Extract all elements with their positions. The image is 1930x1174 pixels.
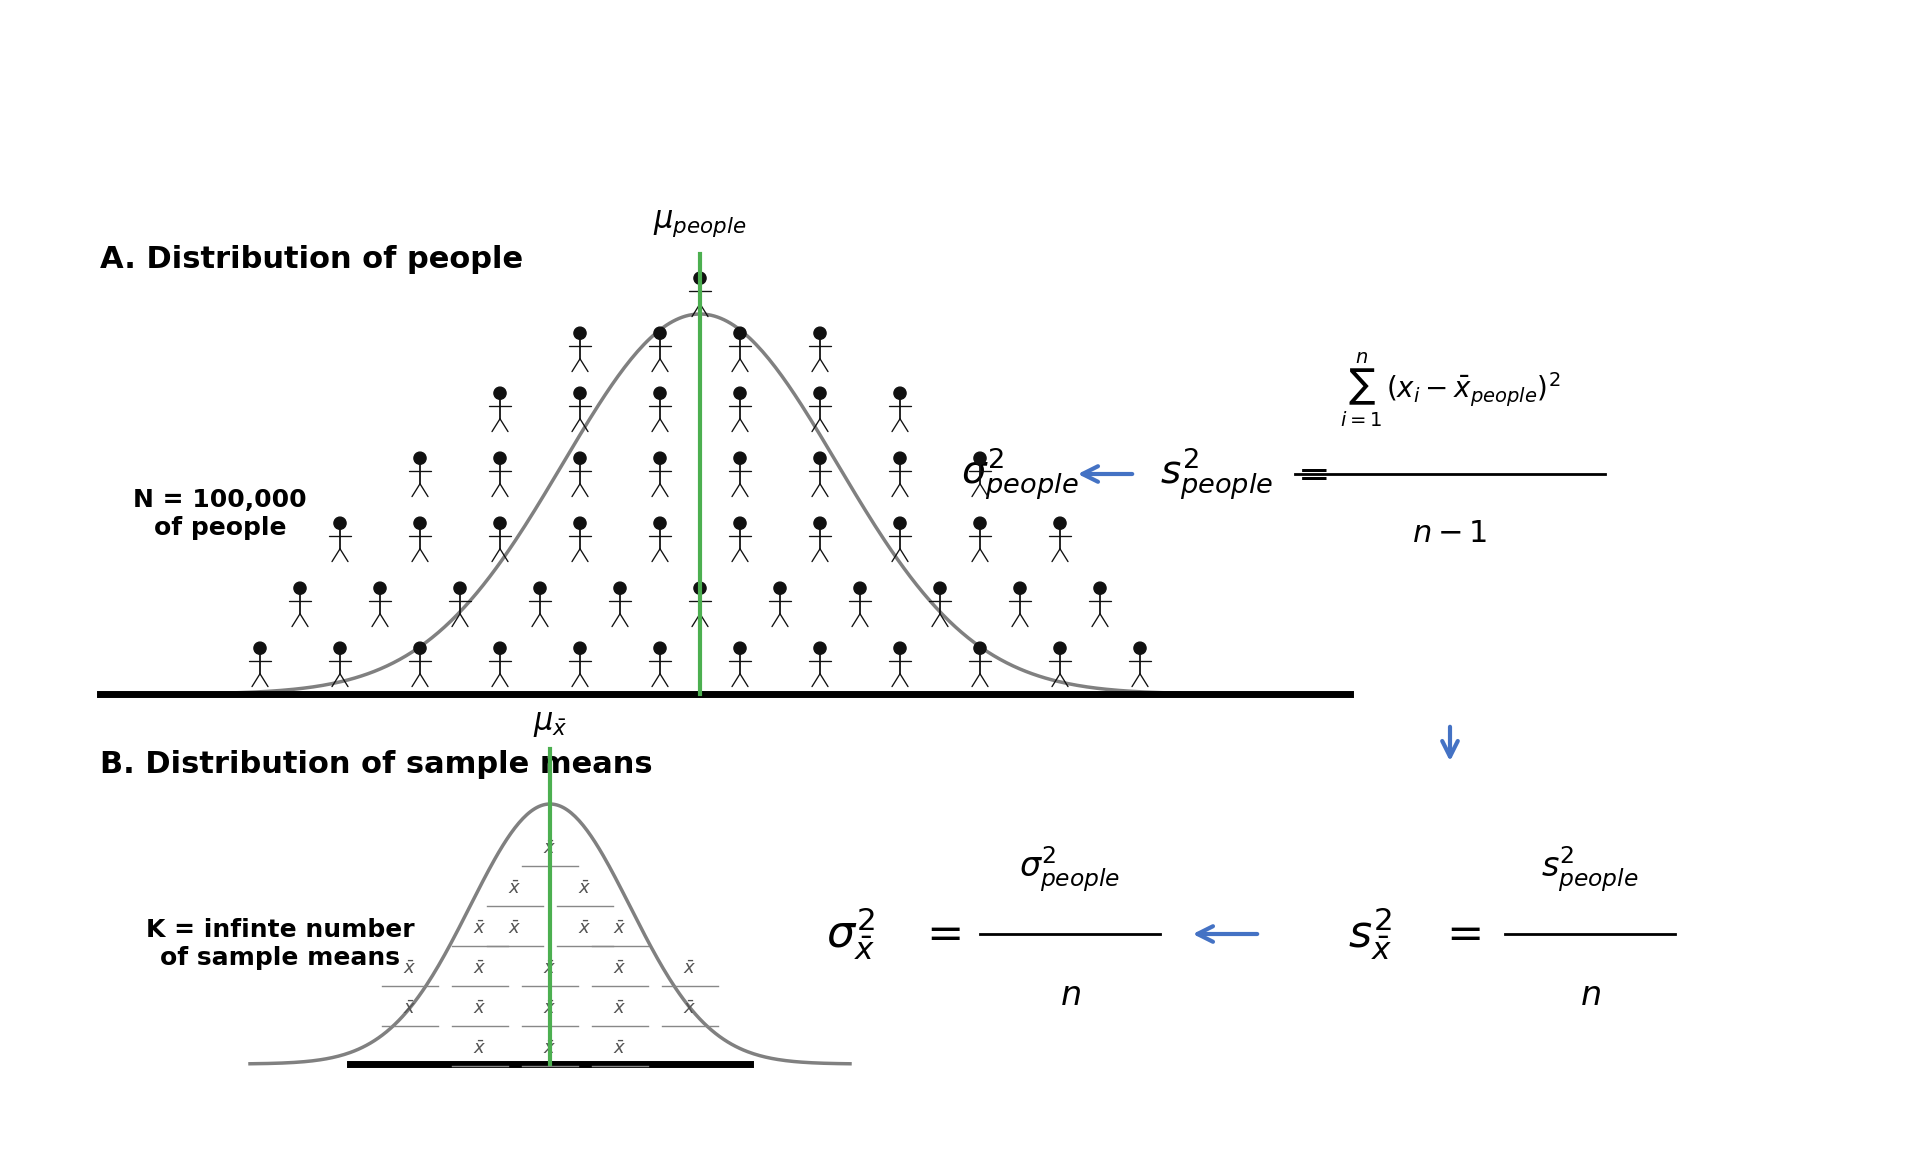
Circle shape [374,582,386,594]
Text: $\bar{x}$: $\bar{x}$ [614,960,627,978]
Circle shape [814,642,826,654]
Circle shape [975,517,986,529]
Text: $\sum_{i=1}^{n}\,(x_i - \bar{x}_{people})^2$: $\sum_{i=1}^{n}\,(x_i - \bar{x}_{people}… [1339,351,1559,429]
Circle shape [894,452,905,464]
Circle shape [894,642,905,654]
Text: $\bar{x}$: $\bar{x}$ [473,920,486,938]
Circle shape [494,387,506,399]
Text: $\bar{x}$: $\bar{x}$ [579,880,593,898]
Text: $=$: $=$ [1289,456,1328,493]
Circle shape [814,328,826,339]
Text: $n$: $n$ [1579,979,1600,1012]
Circle shape [654,517,666,529]
Circle shape [1013,582,1027,594]
Circle shape [413,642,427,654]
Circle shape [975,452,986,464]
Text: B. Distribution of sample means: B. Distribution of sample means [100,750,652,780]
Circle shape [934,582,946,594]
Text: $n$: $n$ [1060,979,1081,1012]
Circle shape [614,582,625,594]
Circle shape [1094,582,1106,594]
Text: $\bar{x}$: $\bar{x}$ [614,1000,627,1018]
Circle shape [334,517,345,529]
Circle shape [654,642,666,654]
Text: $\bar{x}$: $\bar{x}$ [544,1000,556,1018]
Circle shape [894,517,905,529]
Circle shape [733,387,747,399]
Circle shape [894,387,905,399]
Circle shape [573,517,587,529]
Text: $\sigma^2_{people}$: $\sigma^2_{people}$ [1019,844,1121,893]
Text: $\bar{x}$: $\bar{x}$ [508,920,521,938]
Circle shape [293,582,307,594]
Circle shape [494,517,506,529]
Circle shape [654,452,666,464]
Text: $s^2_{\bar{x}}$: $s^2_{\bar{x}}$ [1347,905,1392,963]
Text: $=$: $=$ [919,912,961,956]
Text: A. Distribution of people: A. Distribution of people [100,245,523,274]
Text: $\bar{x}$: $\bar{x}$ [544,960,556,978]
Circle shape [814,452,826,464]
Circle shape [413,517,427,529]
Text: N = 100,000
of people: N = 100,000 of people [133,488,307,540]
Text: $\bar{x}$: $\bar{x}$ [473,1040,486,1058]
Text: $\bar{x}$: $\bar{x}$ [473,1000,486,1018]
Circle shape [494,452,506,464]
Circle shape [853,582,867,594]
Text: $\bar{x}$: $\bar{x}$ [614,920,627,938]
Circle shape [695,272,706,284]
Text: $\mu_{\bar{x}}$: $\mu_{\bar{x}}$ [533,710,567,738]
Circle shape [733,517,747,529]
Circle shape [1054,517,1065,529]
Circle shape [1135,642,1146,654]
Circle shape [654,387,666,399]
Circle shape [814,387,826,399]
Circle shape [573,642,587,654]
Circle shape [733,642,747,654]
FancyArrowPatch shape [1197,926,1256,942]
Text: $\bar{x}$: $\bar{x}$ [544,1040,556,1058]
Circle shape [814,517,826,529]
Text: $\bar{x}$: $\bar{x}$ [683,1000,697,1018]
Circle shape [454,582,465,594]
Text: $s^2_{people}$: $s^2_{people}$ [1160,445,1274,502]
Circle shape [255,642,266,654]
Text: $=$: $=$ [1438,912,1482,956]
Circle shape [774,582,786,594]
Circle shape [975,642,986,654]
Circle shape [413,452,427,464]
Text: $\bar{x}$: $\bar{x}$ [683,960,697,978]
Circle shape [733,328,747,339]
Circle shape [733,452,747,464]
Circle shape [573,387,587,399]
Circle shape [573,452,587,464]
Text: $\mu_{people}$: $\mu_{people}$ [654,208,747,239]
Text: K = infinte number
of sample means: K = infinte number of sample means [145,918,415,970]
Text: $\bar{x}$: $\bar{x}$ [403,960,417,978]
FancyArrowPatch shape [1083,466,1133,481]
Circle shape [494,642,506,654]
Text: $\bar{x}$: $\bar{x}$ [508,880,521,898]
Text: $\bar{x}$: $\bar{x}$ [473,960,486,978]
Text: $\bar{x}$: $\bar{x}$ [614,1040,627,1058]
Circle shape [695,582,706,594]
Circle shape [535,582,546,594]
Text: $s^2_{people}$: $s^2_{people}$ [1542,844,1639,893]
Text: $\bar{x}$: $\bar{x}$ [403,1000,417,1018]
Text: $\bar{x}$: $\bar{x}$ [544,841,556,858]
Circle shape [334,642,345,654]
Text: $\sigma^2_{people}$: $\sigma^2_{people}$ [961,445,1079,502]
Circle shape [573,328,587,339]
Circle shape [1054,642,1065,654]
Text: $\sigma^2_{\bar{x}}$: $\sigma^2_{\bar{x}}$ [826,905,874,963]
Circle shape [654,328,666,339]
Text: $n-1$: $n-1$ [1413,519,1488,548]
Text: $\bar{x}$: $\bar{x}$ [579,920,593,938]
